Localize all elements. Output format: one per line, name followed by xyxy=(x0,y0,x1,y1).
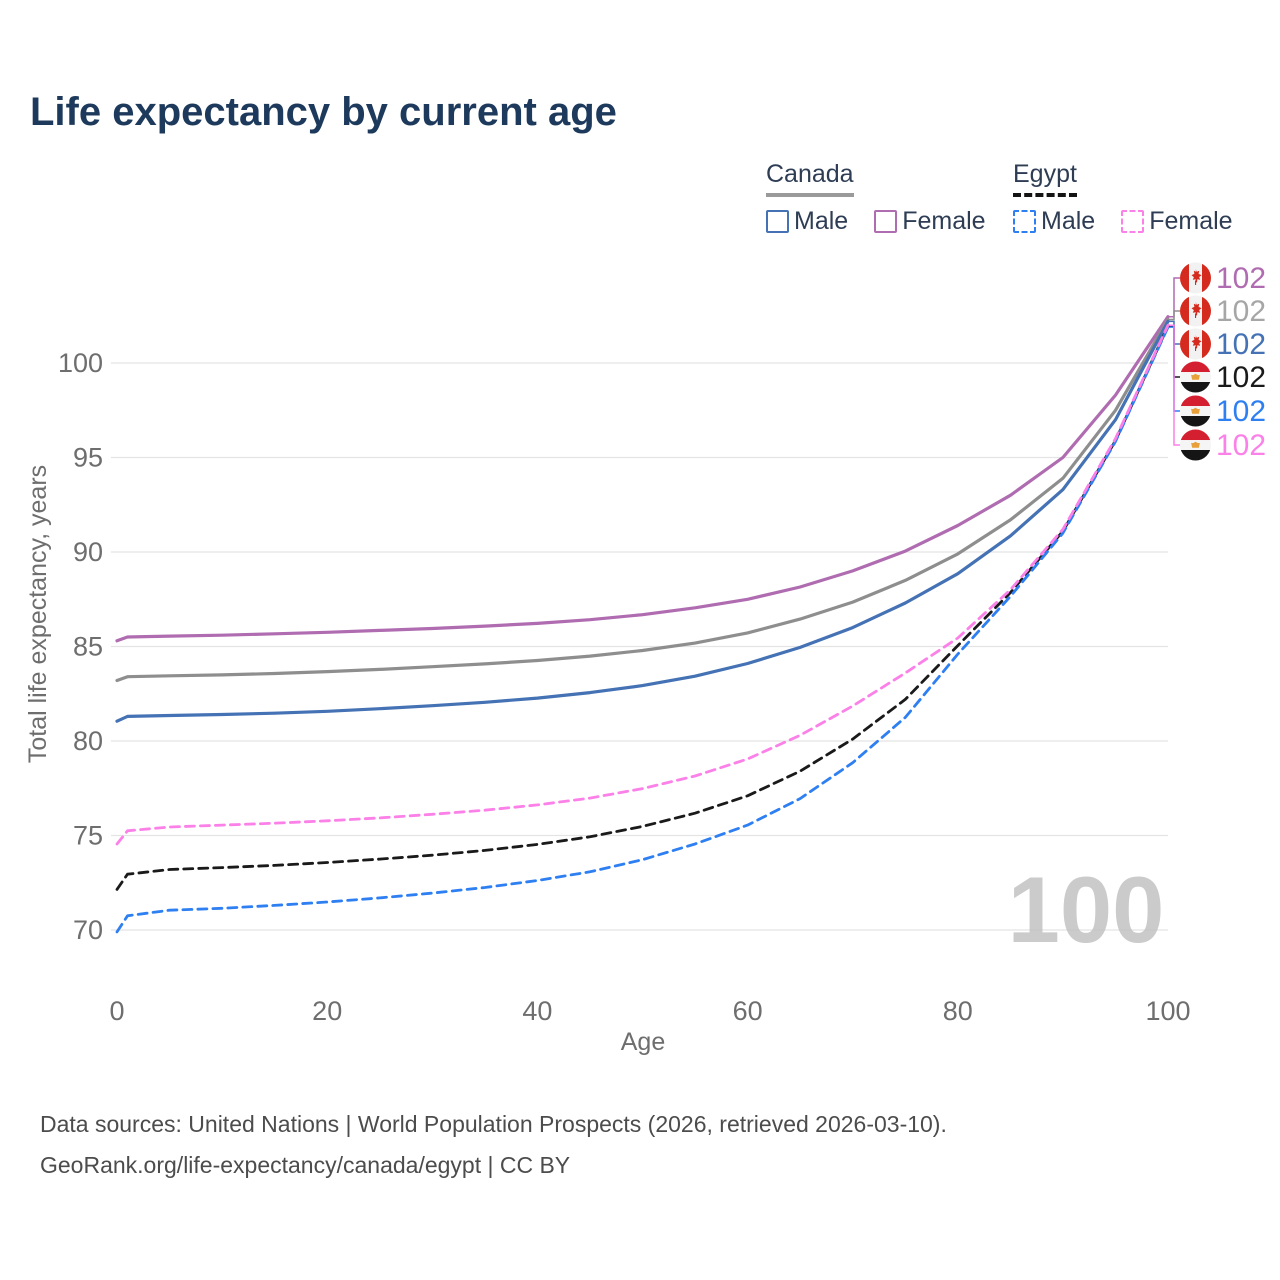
legend-line-style-egypt xyxy=(1013,193,1077,197)
series-line-egypt-both-sexes xyxy=(115,324,1170,891)
legend-checkbox-canada-female[interactable] xyxy=(874,210,898,233)
y-tick-label-85: 85 xyxy=(73,632,103,662)
legend-items-egypt: Male Female xyxy=(1013,207,1259,236)
footer: Data sources: United Nations | World Pop… xyxy=(40,1104,947,1186)
watermark: 100 xyxy=(1008,857,1165,962)
series-line-canada-male xyxy=(115,319,1170,723)
y-tick-label-90: 90 xyxy=(73,537,103,567)
x-tick-label-40: 40 xyxy=(522,996,552,1026)
series-line-egypt-male xyxy=(115,325,1170,934)
y-tick-label-75: 75 xyxy=(73,821,103,851)
egypt-flag-icon xyxy=(1180,362,1211,393)
legend-checkbox-egypt-male[interactable] xyxy=(1013,210,1036,233)
legend-group-header-canada: Canada xyxy=(766,160,854,197)
legend-group-title-canada: Canada xyxy=(766,160,854,188)
legend-line-style-canada xyxy=(766,193,854,197)
y-tick-label-80: 80 xyxy=(73,726,103,756)
x-tick-label-60: 60 xyxy=(733,996,763,1026)
legend-item-egypt-male[interactable]: Male xyxy=(1013,207,1095,236)
end-value-label-egypt-male: 102 xyxy=(1216,395,1266,428)
end-value-label-canada-male: 102 xyxy=(1216,328,1266,361)
footer-attribution: GeoRank.org/life-expectancy/canada/egypt… xyxy=(40,1152,571,1178)
series-line-egypt-female xyxy=(115,323,1170,846)
end-value-label-egypt-female: 102 xyxy=(1216,429,1266,462)
legend-checkbox-egypt-female[interactable] xyxy=(1121,210,1145,233)
legend-item-canada-male[interactable]: Male xyxy=(766,207,848,236)
leader-line-1 xyxy=(1168,310,1180,321)
y-tick-label-70: 70 xyxy=(73,915,103,945)
legend-checkbox-canada-male[interactable] xyxy=(766,210,789,233)
y-tick-label-95: 95 xyxy=(73,443,103,473)
legend-item-egypt-female[interactable]: Female xyxy=(1121,207,1233,236)
end-value-label-canada-female: 102 xyxy=(1216,262,1266,295)
legend-label-egypt-female[interactable]: Female xyxy=(1149,207,1233,235)
egypt-flag-icon xyxy=(1180,430,1211,461)
legend-item-canada-female[interactable]: Female xyxy=(874,207,986,236)
leader-line-5 xyxy=(1168,324,1180,446)
canada-flag-icon xyxy=(1180,329,1211,360)
y-axis-title: Total life expectancy, years xyxy=(24,465,52,763)
canada-flag-icon xyxy=(1180,263,1211,294)
legend-items-canada: Male Female xyxy=(766,207,1012,236)
legend-group-egypt: Egypt Male Female xyxy=(1013,160,1259,236)
x-axis-title: Age xyxy=(621,1028,665,1056)
legend-group-header-egypt: Egypt xyxy=(1013,160,1077,197)
x-tick-label-80: 80 xyxy=(943,996,973,1026)
y-tick-label-100: 100 xyxy=(58,348,103,378)
series-line-canada-both-sexes xyxy=(115,317,1170,683)
end-value-label-egypt-both-sexes: 102 xyxy=(1216,361,1266,394)
footer-data-sources: Data sources: United Nations | World Pop… xyxy=(40,1111,947,1137)
canada-flag-icon xyxy=(1180,296,1211,327)
legend-label-egypt-male[interactable]: Male xyxy=(1041,207,1096,235)
x-tick-label-100: 100 xyxy=(1145,996,1190,1026)
series-line-canada-female xyxy=(115,315,1170,643)
x-tick-label-20: 20 xyxy=(312,996,342,1026)
legend-label-canada-female[interactable]: Female xyxy=(902,207,986,235)
end-value-label-canada-both-sexes: 102 xyxy=(1216,295,1266,328)
x-tick-label-0: 0 xyxy=(109,996,124,1026)
leader-line-0 xyxy=(1168,277,1180,318)
page-title: Life expectancy by current age xyxy=(30,90,617,134)
legend-group-title-egypt: Egypt xyxy=(1013,160,1077,188)
legend-group-canada: Canada Male Female xyxy=(766,160,1012,236)
egypt-flag-icon xyxy=(1180,396,1211,427)
legend-label-canada-male[interactable]: Male xyxy=(794,207,849,235)
